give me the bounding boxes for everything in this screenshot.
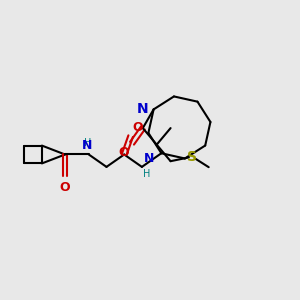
Text: N: N bbox=[143, 152, 154, 165]
Text: O: O bbox=[132, 121, 143, 134]
Text: N: N bbox=[136, 102, 148, 116]
Text: O: O bbox=[60, 181, 70, 194]
Text: S: S bbox=[187, 150, 197, 164]
Text: H: H bbox=[143, 169, 151, 179]
Text: O: O bbox=[118, 146, 129, 159]
Text: H: H bbox=[84, 138, 91, 148]
Text: N: N bbox=[82, 139, 92, 152]
